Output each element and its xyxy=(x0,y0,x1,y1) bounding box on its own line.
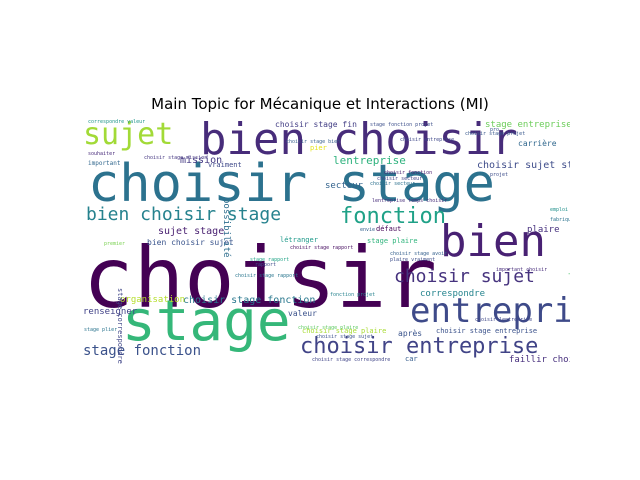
chart-title: Main Topic for Mécanique et Interactions… xyxy=(151,95,489,113)
cloud-word: projet xyxy=(490,172,509,178)
cloud-word: stage plaire xyxy=(367,237,418,245)
cloud-word: choisir stage entreprise xyxy=(436,327,538,335)
cloud-word: premier xyxy=(104,241,126,247)
cloud-word: pier xyxy=(310,144,327,152)
cloud-word: correspondre valeur xyxy=(88,119,146,125)
cloud-word: choisir sujet xyxy=(394,266,535,287)
cloud-word: choisir stage projet xyxy=(465,131,526,137)
cloud-word: valeur xyxy=(288,309,317,318)
cloud-word: choisir stage correspondre xyxy=(312,357,391,363)
cloud-word: correspondre xyxy=(420,289,486,299)
cloud-word: sujet xyxy=(83,118,174,152)
cloud-word: choisir stage sujet xyxy=(316,334,374,340)
cloud-word: possibilité xyxy=(221,198,231,258)
cloud-word: vraiment xyxy=(208,161,242,169)
cloud-word: choisir stage mission xyxy=(144,155,208,161)
cloud-word: stage fonction xyxy=(83,343,202,359)
cloud-word: lentreprise xyxy=(333,154,406,167)
cloud-word: entreprise xyxy=(410,291,570,331)
cloud-word: choisir stage avoir xyxy=(390,251,448,257)
cloud-word: souhaiter xyxy=(88,151,116,157)
cloud-word: carrière xyxy=(518,139,557,148)
cloud-word: pro xyxy=(490,127,500,133)
cloud-word: létranger xyxy=(280,236,318,244)
cloud-word: après xyxy=(398,329,423,338)
cloud-word: stage rapport xyxy=(250,257,290,263)
cloud-word: important choisir xyxy=(496,267,548,273)
cloud-word: choisir stage plaire xyxy=(302,327,387,335)
cloud-word: plaire vraiment xyxy=(390,257,436,263)
cloud-word: choisir stage fonction xyxy=(183,295,316,306)
cloud-word: renseigner xyxy=(83,307,138,317)
cloud-word: choisir fonction xyxy=(384,170,433,176)
cloud-word: bien choisir xyxy=(200,118,518,165)
cloud-word: emploi xyxy=(550,207,569,213)
cloud-word: envie xyxy=(360,227,376,233)
cloud-word: choisir stage bien xyxy=(286,139,341,145)
cloud-word: choisir entreprise xyxy=(300,334,539,359)
cloud-word: bien choisir sujet xyxy=(147,238,234,247)
cloud-word: sujet stage xyxy=(158,226,225,237)
cloud-word: choisir lentreprise xyxy=(475,317,533,323)
cloud-word: lentreprise temps choisir xyxy=(372,198,448,204)
cloud-word: choisir sujet stage xyxy=(477,160,570,171)
cloud-word: mission xyxy=(180,155,223,166)
cloud-word: défaut xyxy=(376,225,402,233)
cloud-word: rapport xyxy=(255,262,277,268)
cloud-word: faillir choisir xyxy=(509,355,570,365)
cloud-word: plaire xyxy=(527,225,560,235)
cloud-word: choisir stage rapport xyxy=(235,273,299,279)
cloud-word: stage fonction projet xyxy=(370,122,434,128)
cloud-word: fonction projet xyxy=(330,292,376,298)
cloud-word: fabrique xyxy=(550,217,570,223)
cloud-word: secteur xyxy=(325,181,363,191)
cloud-word: stage xyxy=(122,289,291,354)
cloud-word: stage plier xyxy=(84,327,118,333)
cloud-word: bien choisir stage xyxy=(86,204,282,225)
cloud-word: car xyxy=(405,355,418,363)
cloud-word: bien xyxy=(440,216,546,267)
cloud-word: stage entreprise xyxy=(485,120,570,130)
cloud-word: important xyxy=(88,160,121,167)
word-cloud: choisir choisir stage stage bien choisir bie… xyxy=(80,118,570,373)
cloud-word: stage correspondre xyxy=(116,288,124,364)
cloud-word: choisir secteur xyxy=(377,176,423,182)
cloud-word: choisir entreprise xyxy=(400,137,455,143)
cloud-word: choisir stage plaire xyxy=(298,325,359,331)
cloud-word: choisir stage rapport xyxy=(290,245,354,251)
cloud-word: organisation xyxy=(120,295,186,305)
cloud-word: fonction xyxy=(340,204,446,229)
cloud-word: choisir stage fin xyxy=(275,120,357,129)
cloud-word: choisir stage xyxy=(88,154,495,214)
cloud-word: choisir secteur xyxy=(370,181,416,187)
cloud-word: choisir xyxy=(83,229,438,327)
